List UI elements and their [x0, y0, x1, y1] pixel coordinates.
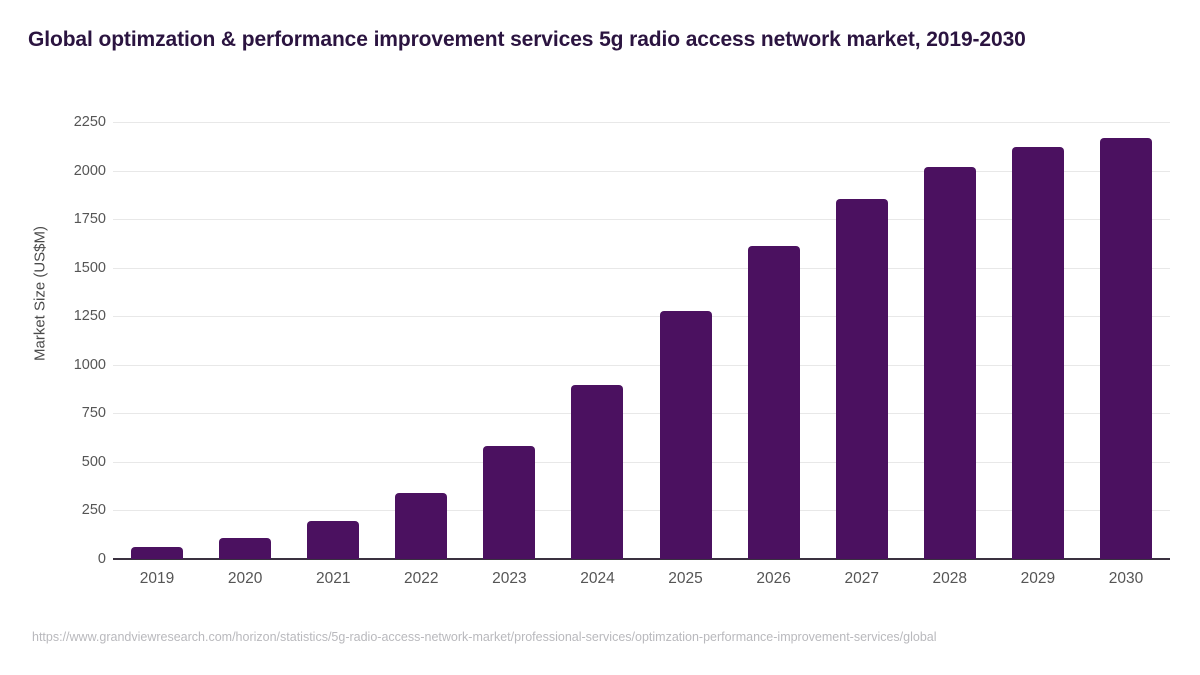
x-axis-tick-label: 2023 — [492, 570, 527, 587]
gridline — [113, 316, 1170, 318]
bar-2024[interactable] — [571, 384, 624, 559]
page-title: Global optimzation & performance improve… — [28, 28, 1026, 51]
gridline — [113, 122, 1170, 123]
bar-2030[interactable] — [1099, 137, 1152, 559]
gridline — [113, 413, 1170, 415]
x-axis-tick-label: 2022 — [404, 570, 439, 587]
gridline — [113, 219, 1170, 221]
bar-2020[interactable] — [219, 537, 272, 559]
x-axis-tick-label: 2025 — [668, 570, 703, 587]
x-axis-tick-label: 2024 — [580, 570, 615, 587]
y-axis-tick-label: 500 — [81, 453, 106, 470]
x-axis-tick-label: 2020 — [227, 570, 263, 587]
gridline — [113, 170, 1170, 172]
x-axis-tick-label: 2019 — [139, 570, 175, 587]
x-axis-tick-label: 2027 — [844, 570, 879, 587]
bar-2026[interactable] — [747, 245, 800, 559]
y-axis-tick-label: 2250 — [73, 114, 106, 130]
bars-group — [113, 0, 1170, 559]
bar-2028[interactable] — [923, 166, 976, 559]
x-axis-tick-label: 2026 — [756, 570, 791, 587]
x-axis-line — [113, 558, 1170, 560]
y-axis-tick-label: 750 — [81, 405, 106, 422]
bar-2022[interactable] — [395, 492, 448, 559]
x-axis-tick-label: 2030 — [1108, 570, 1144, 587]
bar-2021[interactable] — [307, 520, 360, 559]
source-url[interactable]: https://www.grandviewresearch.com/horizo… — [32, 630, 937, 644]
x-axis-tick-label: 2021 — [315, 570, 351, 587]
bar-2029[interactable] — [1011, 147, 1064, 559]
bar-2023[interactable] — [483, 446, 536, 559]
y-axis-tick-label: 2000 — [73, 162, 106, 179]
y-axis-tick-label: 1750 — [73, 211, 106, 228]
x-axis-tick-label: 2028 — [932, 570, 968, 587]
y-axis-tick-label: 0 — [97, 551, 106, 567]
bar-2025[interactable] — [659, 311, 712, 559]
gridline — [113, 461, 1170, 463]
gridline — [113, 364, 1170, 366]
gridline — [113, 510, 1170, 512]
y-axis-tick-label: 1250 — [73, 308, 106, 325]
y-axis-tick-label: 1000 — [73, 356, 106, 373]
gridline — [113, 267, 1170, 269]
y-axis-tick-label: 1500 — [73, 259, 106, 276]
bar-2019[interactable] — [131, 547, 184, 559]
y-axis-tick-label: 250 — [81, 502, 106, 519]
bar-2027[interactable] — [835, 198, 888, 559]
x-axis-tick-label: 2029 — [1020, 570, 1056, 587]
